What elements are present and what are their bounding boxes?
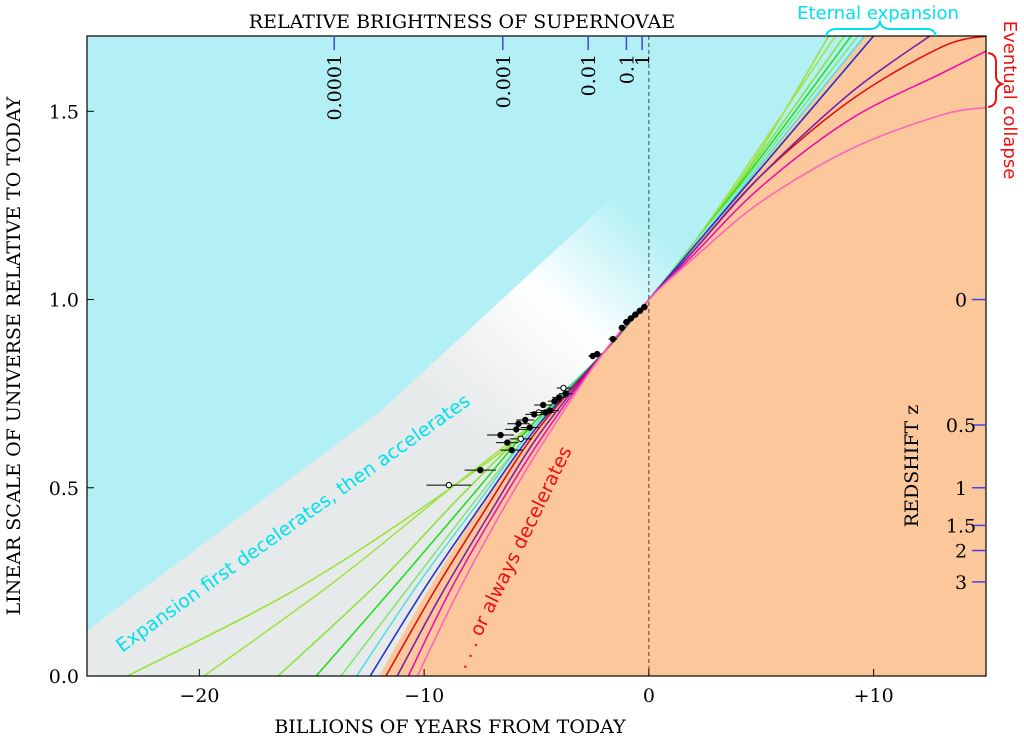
data-point-25 (632, 311, 639, 318)
y-axis-ticks: 0.0 0.5 1.0 1.5 (49, 101, 94, 688)
x-tick-label-3: +10 (854, 685, 894, 707)
redshift-axis-label: REDSHIFT z (901, 405, 923, 527)
data-point-24 (627, 315, 635, 322)
brightness-tick-label-0: 0.0001 (324, 54, 346, 120)
y-tick-label-2: 1.0 (49, 290, 79, 312)
data-point-8 (522, 416, 529, 424)
data-point-15 (551, 397, 558, 405)
collapse-brace (987, 52, 1006, 108)
x-tick-label-1: −10 (404, 685, 444, 707)
brightness-tick-label-3: 0.1 (616, 54, 638, 84)
brightness-ticks: 0.0001 0.001 0.01 0.11 (324, 36, 654, 120)
series-line-10 (416, 106, 986, 676)
data-point-3 (504, 439, 511, 446)
data-point-22 (618, 324, 626, 331)
y-tick-label-3: 1.5 (49, 101, 79, 123)
brightness-tick-label-2: 0.01 (578, 54, 600, 96)
data-points-group (426, 303, 648, 489)
eventual-collapse-label: Eventual collapse (999, 21, 1020, 180)
data-point-18 (562, 390, 569, 397)
y-axis-label: LINEAR SCALE OF UNIVERSE RELATIVE TO TOD… (3, 96, 25, 615)
data-point-27 (641, 303, 648, 311)
y-tick-label-1: 0.5 (49, 478, 79, 500)
data-point-21 (609, 335, 617, 343)
plot-area (87, 36, 986, 676)
x-tick-label-0: −20 (179, 685, 219, 707)
data-point-0 (445, 481, 453, 489)
chart-title: RELATIVE BRIGHTNESS OF SUPERNOVAE (249, 11, 675, 33)
x-tick-label-2: 0 (643, 685, 655, 707)
data-point-16 (555, 394, 563, 401)
data-point-17 (560, 384, 567, 392)
brightness-tick-label-1: 0.001 (493, 54, 515, 108)
redshift-tick-label-0: 0 (955, 290, 967, 312)
data-point-4 (508, 446, 515, 454)
data-point-1 (477, 466, 484, 474)
eternal-brace (825, 18, 937, 37)
data-point-14 (546, 407, 554, 414)
data-point-6 (515, 420, 522, 427)
data-point-23 (623, 318, 630, 326)
data-point-26 (636, 307, 644, 315)
redshift-ticks: 0 0.5 1 1.5 2 3 (946, 290, 986, 594)
peach-region (379, 36, 986, 676)
data-point-9 (526, 424, 533, 431)
redshift-tick-label-2: 1 (955, 478, 967, 500)
plot-frame (86, 35, 987, 677)
data-point-2 (497, 431, 504, 439)
x-axis-label: BILLIONS OF YEARS FROM TODAY (274, 716, 626, 738)
data-point-5 (513, 426, 520, 433)
redshift-tick-label-1: 0.5 (946, 415, 976, 437)
data-point-20 (593, 350, 601, 358)
data-point-12 (540, 401, 547, 409)
redshift-tick-label-4: 2 (955, 541, 967, 563)
data-point-7 (517, 435, 524, 443)
redshift-tick-label-5: 3 (955, 572, 967, 594)
redshift-tick-label-3: 1.5 (946, 515, 976, 537)
eternal-expansion-label: Eternal expansion (797, 3, 959, 24)
x-axis-ticks: −20 −10 0 +10 (179, 669, 894, 707)
y-tick-label-0: 0.0 (49, 666, 79, 688)
brightness-tick-label-4: 1 (632, 54, 654, 66)
white-band (87, 36, 919, 676)
